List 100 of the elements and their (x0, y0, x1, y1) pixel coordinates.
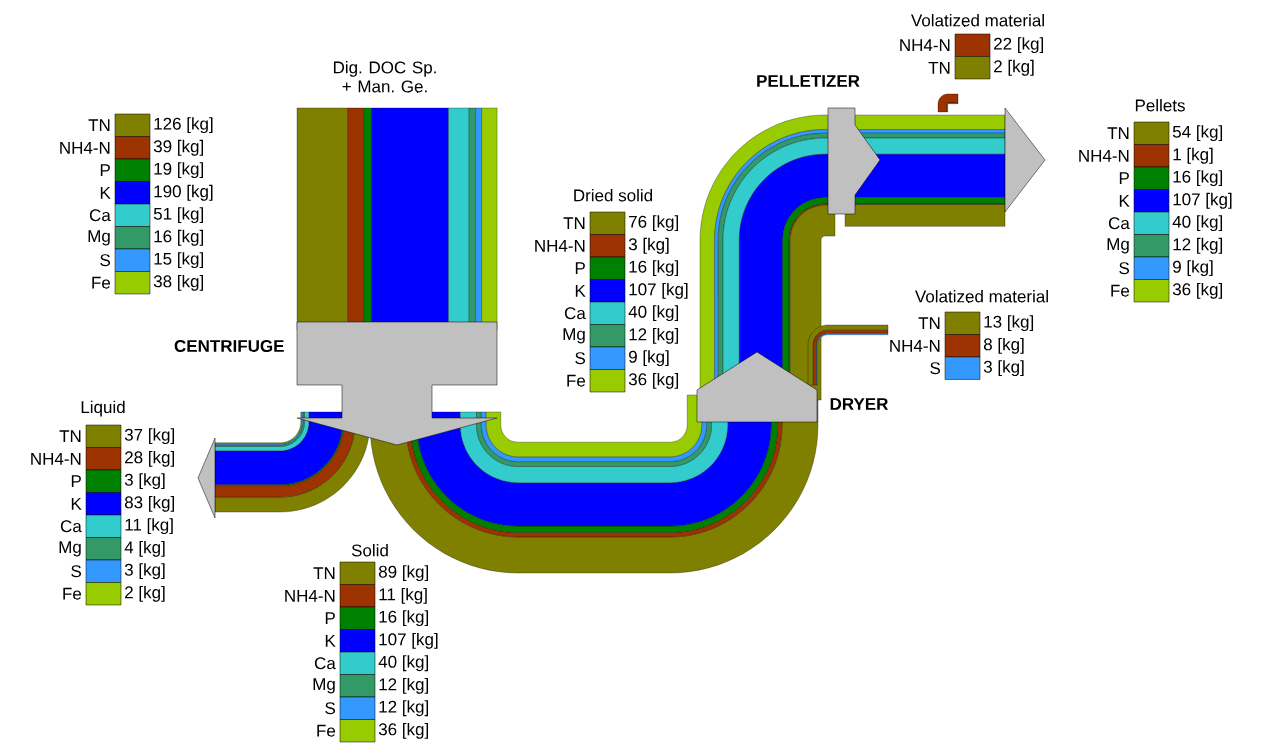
data-label: 89 [kg] (378, 565, 429, 582)
text: CENTRIFUGE (174, 339, 284, 353)
data-label: 2 [kg] (994, 59, 1034, 76)
category-label: Ca (1108, 217, 1130, 230)
data-label: 16 [kg] (629, 260, 679, 277)
text: Dried solid (574, 188, 653, 202)
data-label: 107 [kg] (629, 282, 688, 299)
data-label: 54 [kg] (1172, 125, 1223, 142)
text: Volatized material (915, 289, 1048, 303)
data-label: 12 [kg] (379, 700, 429, 717)
category-label: S (930, 362, 941, 375)
category-label: Ca (564, 307, 586, 320)
category-label: S (575, 352, 586, 365)
data-label: 126 [kg] (154, 117, 213, 134)
data-label: 2 [kg] (125, 585, 165, 602)
category-label: TN (918, 317, 940, 330)
data-label: 36 [kg] (1172, 282, 1223, 299)
category-label: Fe (1111, 284, 1130, 297)
category-label: P (325, 612, 335, 625)
data-label: 39 [kg] (153, 139, 204, 156)
data-label: 12 [kg] (1173, 237, 1223, 254)
category-label: NH4-N (890, 339, 940, 352)
data-label: 83 [kg] (124, 495, 175, 512)
category-label: NH4-N (535, 239, 585, 252)
category-label: P (575, 262, 585, 275)
data-label: 190 [kg] (154, 184, 213, 201)
data-label: 4 [kg] (124, 540, 165, 557)
category-label: Mg (88, 230, 110, 246)
data-label: 40 [kg] (1172, 215, 1223, 232)
category-label: TN (59, 430, 81, 443)
data-label: 40 [kg] (628, 305, 679, 322)
text: DRYER (830, 398, 889, 410)
category-label: K (100, 186, 111, 199)
category-label: K (325, 634, 336, 647)
category-label: NH4-N (60, 141, 110, 154)
category-label: TN (88, 119, 110, 132)
data-label: 11 [kg] (125, 518, 173, 535)
category-label: S (100, 254, 111, 267)
text: Dig. DOC Sp. + Man. Ge. (333, 60, 436, 93)
data-label: 3 [kg] (124, 473, 165, 490)
category-label: Mg (313, 678, 335, 694)
data-label: 19 [kg] (154, 162, 204, 179)
data-label: 3 [kg] (628, 237, 669, 254)
data-label: 16 [kg] (1173, 170, 1223, 187)
category-label: P (71, 475, 81, 488)
category-label: TN (563, 217, 585, 230)
category-label: Fe (567, 374, 586, 387)
category-label: NH4-N (1079, 149, 1129, 162)
data-label: 15 [kg] (154, 252, 204, 269)
category-label: Ca (60, 520, 82, 533)
category-label: Mg (1107, 238, 1129, 254)
data-label: 13 [kg] (984, 315, 1034, 332)
data-label: 12 [kg] (629, 327, 679, 344)
data-label: 9 [kg] (1173, 260, 1213, 277)
category-label: NH4-N (285, 589, 335, 602)
text: Solid (351, 544, 388, 557)
data-label: 3 [kg] (124, 563, 165, 580)
category-label: P (100, 164, 110, 177)
category-label: TN (313, 567, 335, 580)
data-label: 36 [kg] (378, 722, 429, 739)
category-label: Ca (89, 209, 111, 222)
data-label: 51 [kg] (153, 207, 204, 224)
data-label: 12 [kg] (379, 677, 429, 694)
category-label: NH4-N (900, 39, 950, 52)
data-label: 107 [kg] (379, 632, 438, 649)
data-label: 28 [kg] (125, 450, 175, 467)
data-label: 8 [kg] (983, 337, 1024, 354)
text: PELLETIZER (757, 75, 860, 87)
data-label: 11 [kg] (379, 587, 427, 604)
data-label: 40 [kg] (378, 655, 429, 672)
data-label: 38 [kg] (153, 274, 204, 291)
data-label: 1 [kg] (1173, 147, 1213, 164)
data-label: 36 [kg] (628, 372, 679, 389)
category-label: Ca (314, 657, 336, 670)
category-label: TN (928, 61, 950, 74)
data-label: 3 [kg] (983, 360, 1024, 377)
data-label: 16 [kg] (379, 610, 429, 627)
data-label: 22 [kg] (994, 37, 1044, 54)
data-label: 16 [kg] (154, 229, 204, 246)
data-label: 76 [kg] (629, 215, 679, 232)
category-label: S (1119, 262, 1130, 275)
category-label: Mg (59, 541, 81, 557)
category-label: Mg (563, 328, 585, 344)
text: Volatized material (911, 13, 1044, 27)
data-label: 107 [kg] (1173, 192, 1232, 209)
text: Pellets (1135, 98, 1185, 112)
category-label: P (1119, 172, 1129, 185)
category-label: K (71, 497, 82, 510)
category-label: K (575, 284, 586, 297)
category-label: Fe (317, 724, 336, 737)
data-label: 37 [kg] (124, 428, 175, 445)
category-label: S (71, 565, 82, 578)
category-label: NH4-N (31, 452, 81, 465)
category-label: S (325, 702, 336, 715)
category-label: Fe (92, 276, 111, 289)
category-label: K (1119, 194, 1130, 207)
category-label: Fe (63, 587, 82, 600)
data-label: 9 [kg] (629, 350, 669, 367)
category-label: TN (1107, 127, 1129, 140)
text: Liquid (81, 400, 125, 417)
